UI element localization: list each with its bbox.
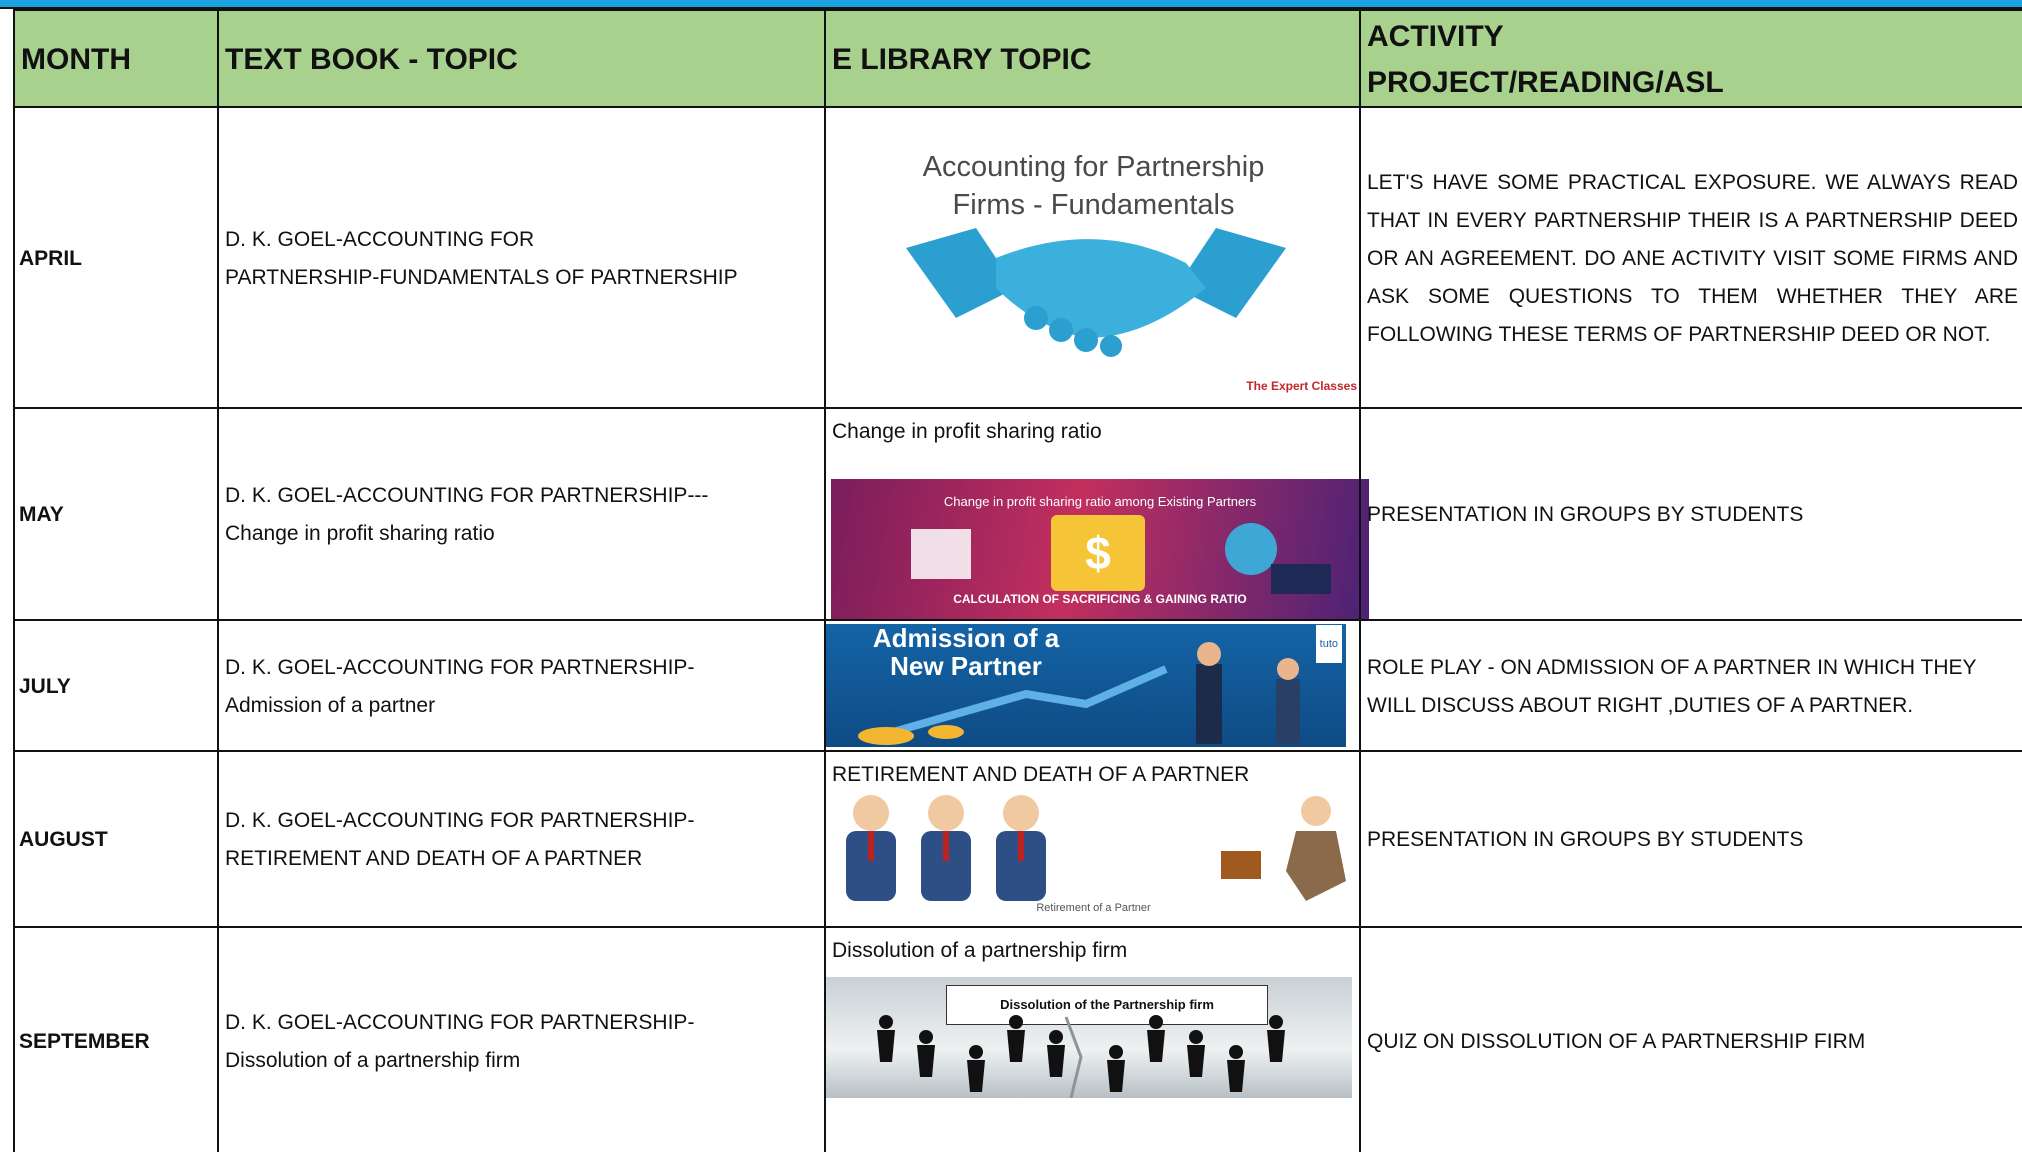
activity: PRESENTATION IN GROUPS BY STUDENTS	[1367, 503, 1804, 526]
activity-cell: LET'S HAVE SOME PRACTICAL EXPOSURE. WE A…	[1359, 106, 2022, 409]
image: Dissolution of the Partnership firm	[826, 977, 1352, 1098]
image-title: Change in profit sharing ratio among Exi…	[943, 494, 1257, 509]
image: Accounting for Partnership Firms - Funda…	[826, 108, 1361, 409]
e-library-cell: RETIREMENT AND DEATH OF A PARTNER Retirem…	[824, 750, 1361, 928]
textbook-cell: D. K. GOEL-ACCOUNTING FOR PARTNERSHIP- D…	[217, 926, 824, 1152]
image: Retirement of a Partner	[826, 791, 1361, 927]
activity-cell: QUIZ ON DISSOLUTION OF A PARTNERSHIP FIR…	[1359, 926, 2022, 1152]
illustration	[877, 1015, 1285, 1098]
illustration	[911, 523, 1331, 594]
header-text: ACTIVITY PROJECT/READING/ASL	[1367, 19, 1724, 99]
image-title: Accounting for Partnership Firms - Funda…	[922, 151, 1265, 221]
month: MAY	[19, 503, 64, 526]
image-caption: Retirement of a Partner	[1036, 902, 1151, 914]
activity-cell: PRESENTATION IN GROUPS BY STUDENTS	[1359, 750, 2022, 928]
header-text: TEXT BOOK - TOPIC	[225, 42, 518, 76]
e-library-cell: Change in profit sharing ratio Change in …	[824, 407, 1369, 621]
textbook-topic: D. K. GOEL-ACCOUNTING FOR PARTNERSHIP-FU…	[225, 227, 738, 289]
textbook-topic: D. K. GOEL-ACCOUNTING FOR PARTNERSHIP---…	[225, 484, 709, 545]
e-library-cell: Admission of a New Partner tuto	[824, 619, 1359, 752]
image-badge: tuto	[1315, 625, 1342, 663]
image: Change in profit sharing ratio among Exi…	[831, 479, 1369, 620]
textbook-cell: D. K. GOEL-ACCOUNTING FOR PARTNERSHIP-FU…	[217, 106, 824, 409]
e-library-cell: Dissolution of a partnership firm Dissolu…	[824, 926, 1359, 1152]
textbook-topic: D. K. GOEL-ACCOUNTING FOR PARTNERSHIP- D…	[225, 1011, 695, 1072]
image-subtitle: CALCULATION OF SACRIFICING & GAINING RAT…	[953, 592, 1247, 606]
image-title: Admission of a New Partner	[872, 624, 1060, 681]
header-cell: TEXT BOOK - TOPIC	[217, 9, 824, 108]
textbook-topic: D. K. GOEL-ACCOUNTING FOR PARTNERSHIP- A…	[225, 655, 695, 717]
e-library-cell: Accounting for Partnership Firms - Funda…	[824, 106, 1361, 409]
illustration	[846, 795, 1346, 901]
image-credit: The Expert Classes	[1246, 379, 1357, 393]
image-title: Dissolution of the Partnership firm	[946, 985, 1268, 1025]
image: Admission of a New Partner tuto	[826, 624, 1346, 747]
month: SEPTEMBER	[19, 1030, 150, 1053]
textbook-topic: D. K. GOEL-ACCOUNTING FOR PARTNERSHIP- R…	[225, 809, 695, 870]
activity: LET'S HAVE SOME PRACTICAL EXPOSURE. WE A…	[1367, 170, 2018, 346]
header-cell: ACTIVITY PROJECT/READING/ASL	[1359, 9, 2022, 108]
activity: PRESENTATION IN GROUPS BY STUDENTS	[1367, 828, 1804, 851]
textbook-cell: D. K. GOEL-ACCOUNTING FOR PARTNERSHIP---…	[217, 407, 824, 621]
e-library-caption: Change in profit sharing ratio	[832, 420, 1102, 443]
month: JULY	[19, 674, 71, 698]
activity: QUIZ ON DISSOLUTION OF A PARTNERSHIP FIR…	[1367, 1030, 1866, 1053]
month-cell: APRIL	[13, 106, 217, 409]
top-bar	[0, 0, 2022, 9]
activity-cell: ROLE PLAY - ON ADMISSION OF A PARTNER IN…	[1359, 619, 2022, 752]
illustration	[858, 642, 1300, 745]
image-symbol: $	[1085, 527, 1111, 579]
activity-cell: PRESENTATION IN GROUPS BY STUDENTS	[1359, 407, 2022, 621]
header-text: E LIBRARY TOPIC	[832, 42, 1092, 76]
month-cell: SEPTEMBER	[13, 926, 217, 1152]
image-icon: $	[1051, 515, 1145, 591]
illustration	[906, 228, 1286, 357]
header-text: MONTH	[21, 42, 131, 76]
e-library-caption: Dissolution of a partnership firm	[832, 939, 1128, 962]
header-cell: MONTH	[13, 9, 217, 108]
header-cell: E LIBRARY TOPIC	[824, 9, 1359, 108]
month: AUGUST	[19, 828, 108, 851]
month: APRIL	[19, 246, 82, 270]
month-cell: MAY	[13, 407, 217, 621]
month-cell: AUGUST	[13, 750, 217, 928]
textbook-cell: D. K. GOEL-ACCOUNTING FOR PARTNERSHIP- A…	[217, 619, 824, 752]
e-library-caption: RETIREMENT AND DEATH OF A PARTNER	[832, 763, 1250, 786]
textbook-cell: D. K. GOEL-ACCOUNTING FOR PARTNERSHIP- R…	[217, 750, 824, 928]
month-cell: JULY	[13, 619, 217, 752]
activity: ROLE PLAY - ON ADMISSION OF A PARTNER IN…	[1367, 655, 1977, 717]
